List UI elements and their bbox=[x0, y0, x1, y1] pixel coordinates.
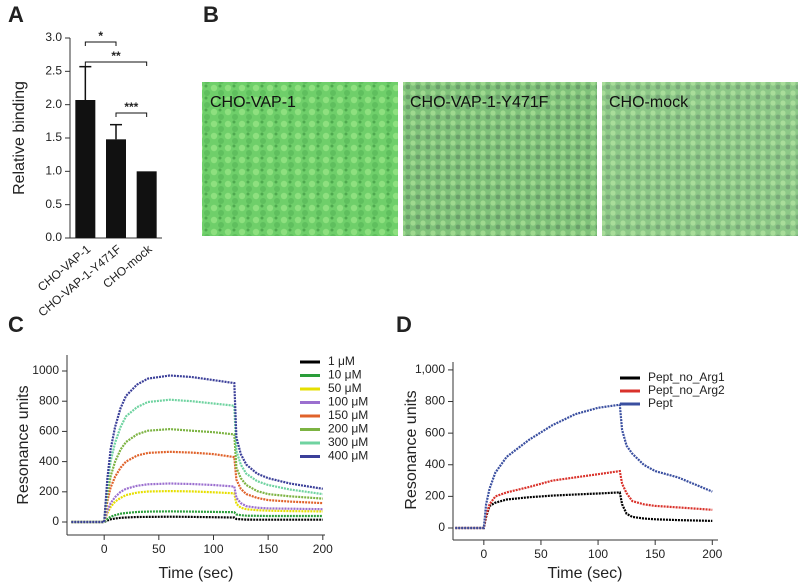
legend-label: Pept bbox=[648, 396, 673, 410]
y-axis-label: Relative binding bbox=[11, 81, 28, 195]
series-line bbox=[71, 489, 323, 524]
significance-bracket bbox=[84, 41, 117, 46]
micrographs: CHO-VAP-1 CHO-VAP-1-Y471F CHO-mock bbox=[202, 82, 798, 236]
series-line bbox=[71, 427, 323, 524]
series-line bbox=[71, 510, 323, 524]
y-tick-label: 0 bbox=[438, 520, 445, 534]
y-tick-label: 400 bbox=[39, 454, 59, 468]
significance-bracket bbox=[84, 61, 148, 66]
y-tick-label: 200 bbox=[39, 484, 59, 498]
y-tick-label: 3.0 bbox=[45, 30, 62, 44]
y-tick-label: 800 bbox=[39, 393, 59, 407]
y-tick-label: 0.0 bbox=[45, 230, 62, 244]
x-axis-label: Time (sec) bbox=[548, 565, 623, 582]
image-label: CHO-mock bbox=[609, 94, 689, 111]
micrograph bbox=[602, 82, 798, 236]
panel-letter: B bbox=[203, 2, 219, 27]
y-tick-label: 0 bbox=[52, 514, 59, 528]
panel-letter: D bbox=[396, 312, 412, 337]
y-tick-label: 0.5 bbox=[45, 197, 62, 211]
series-line bbox=[71, 482, 323, 524]
x-tick-label: 100 bbox=[203, 542, 223, 556]
significance-label: *** bbox=[124, 100, 138, 114]
y-tick-label: 200 bbox=[425, 489, 445, 503]
y-tick-label: 2.5 bbox=[45, 64, 62, 78]
x-tick-label: 0 bbox=[101, 542, 108, 556]
y-tick-label: 1000 bbox=[32, 363, 59, 377]
x-tick-label: 50 bbox=[534, 547, 548, 561]
image-label: CHO-VAP-1 bbox=[210, 94, 296, 111]
series-line bbox=[71, 450, 323, 524]
significance-label: ** bbox=[111, 49, 121, 63]
significance-bracket bbox=[115, 112, 148, 117]
legend-label: 200 μM bbox=[328, 422, 368, 436]
legend-label: 300 μM bbox=[328, 435, 368, 449]
bar bbox=[75, 100, 96, 238]
y-tick-label: 1.0 bbox=[45, 164, 62, 178]
y-tick-label: 400 bbox=[425, 457, 445, 471]
x-tick-label: 200 bbox=[313, 542, 333, 556]
legend-label: 50 μM bbox=[328, 381, 362, 395]
significance-label: * bbox=[98, 29, 103, 43]
legend-label: 10 μM bbox=[328, 368, 362, 382]
y-tick-label: 800 bbox=[425, 394, 445, 408]
legend-label: 100 μM bbox=[328, 395, 368, 409]
bar bbox=[106, 139, 126, 238]
y-axis-label: Resonance units bbox=[15, 385, 32, 504]
legend-label: 1 μM bbox=[328, 354, 355, 368]
panel-letter: C bbox=[8, 312, 24, 337]
y-tick-label: 2.0 bbox=[45, 97, 62, 111]
y-tick-label: 600 bbox=[39, 424, 59, 438]
legend-label: Pept_no_Arg1 bbox=[648, 370, 725, 384]
image-label: CHO-VAP-1-Y471F bbox=[410, 94, 549, 111]
x-tick-label: 0 bbox=[480, 547, 487, 561]
y-tick-label: 1.5 bbox=[45, 130, 62, 144]
series-line bbox=[71, 515, 323, 524]
x-tick-label: 150 bbox=[645, 547, 665, 561]
legend-label: 400 μM bbox=[328, 449, 368, 463]
x-tick-label: 50 bbox=[152, 542, 166, 556]
micrograph bbox=[403, 82, 597, 236]
x-tick-label: 150 bbox=[258, 542, 278, 556]
series-line bbox=[71, 374, 323, 524]
panel-letter: A bbox=[8, 2, 24, 27]
x-axis-label: Time (sec) bbox=[159, 565, 234, 582]
series-line bbox=[455, 403, 713, 530]
micrograph bbox=[202, 82, 398, 236]
x-tick-label: 200 bbox=[702, 547, 722, 561]
series-line bbox=[455, 469, 713, 530]
y-tick-label: 1,000 bbox=[415, 362, 445, 376]
x-tick-label: 100 bbox=[588, 547, 608, 561]
legend-label: Pept_no_Arg2 bbox=[648, 383, 725, 397]
y-axis-label: Resonance units bbox=[403, 390, 420, 509]
bar bbox=[136, 171, 157, 238]
legend-label: 150 μM bbox=[328, 408, 368, 422]
y-tick-label: 600 bbox=[425, 425, 445, 439]
